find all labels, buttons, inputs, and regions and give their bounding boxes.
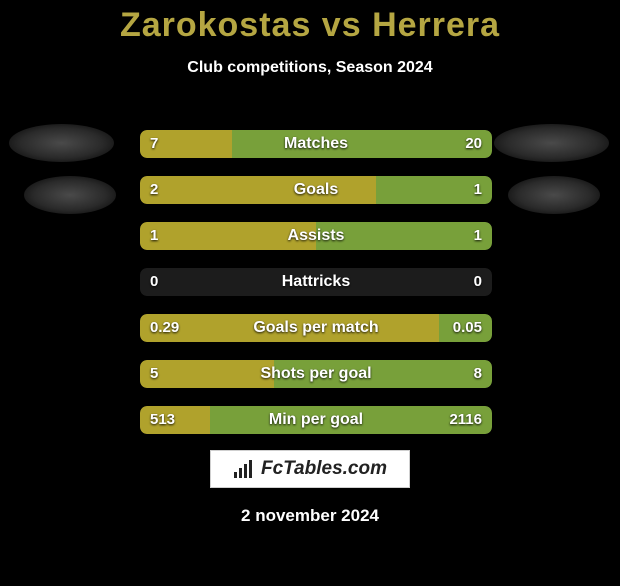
stat-label: Matches — [140, 130, 492, 158]
stat-label: Assists — [140, 222, 492, 250]
player2-body-shadow — [508, 176, 600, 214]
stat-label: Min per goal — [140, 406, 492, 434]
stat-label: Shots per goal — [140, 360, 492, 388]
logo-content: FcTables.com — [233, 458, 387, 480]
stat-row: 58Shots per goal — [140, 360, 492, 388]
date-text: 2 november 2024 — [0, 506, 620, 526]
stats-container: 720Matches 21Goals 11Assists 00Hattricks 0.2… — [140, 130, 492, 452]
stat-row: 00Hattricks — [140, 268, 492, 296]
stat-label: Hattricks — [140, 268, 492, 296]
fctables-logo: FcTables.com — [210, 450, 410, 488]
subtitle: Club competitions, Season 2024 — [0, 59, 620, 77]
stat-label: Goals — [140, 176, 492, 204]
stat-row: 0.290.05Goals per match — [140, 314, 492, 342]
stat-row: 11Assists — [140, 222, 492, 250]
logo-bars-icon — [233, 460, 255, 478]
stat-row: 720Matches — [140, 130, 492, 158]
stat-row: 21Goals — [140, 176, 492, 204]
player2-head-shadow — [494, 124, 609, 162]
logo-text: FcTables.com — [261, 458, 387, 480]
player1-head-shadow — [9, 124, 114, 162]
stat-label: Goals per match — [140, 314, 492, 342]
player1-body-shadow — [24, 176, 116, 214]
page-title: Zarokostas vs Herrera — [0, 6, 620, 45]
stat-row: 5132116Min per goal — [140, 406, 492, 434]
